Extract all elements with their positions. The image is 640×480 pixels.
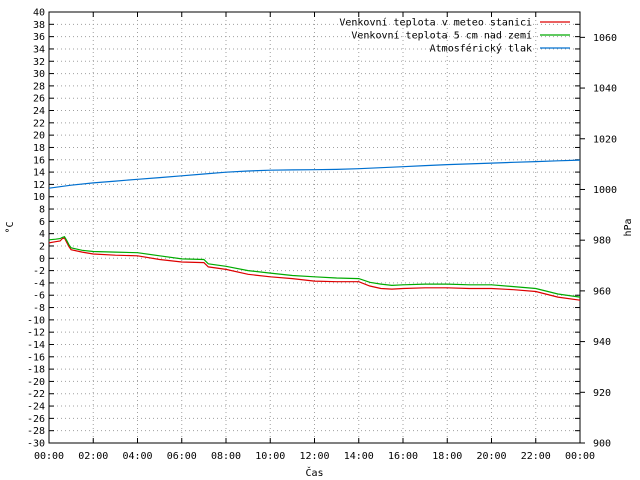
y-tick-label: -30 bbox=[27, 439, 45, 450]
x-tick-label: 00:00 bbox=[34, 451, 64, 462]
x-tick-label: 16:00 bbox=[388, 451, 418, 462]
y-tick-label: 22 bbox=[33, 118, 45, 129]
y-tick-label: -24 bbox=[27, 402, 45, 413]
y-tick-label: 10 bbox=[33, 192, 45, 203]
series-group bbox=[48, 159, 581, 301]
y-tick-label: 0 bbox=[39, 254, 45, 265]
y-tick-label: 28 bbox=[33, 81, 45, 92]
y2-tick-label: 980 bbox=[593, 236, 611, 247]
x-tick-label: 06:00 bbox=[167, 451, 197, 462]
y-tick-label: -22 bbox=[27, 389, 45, 400]
x-tick-label: 14:00 bbox=[344, 451, 374, 462]
y-tick-label: 32 bbox=[33, 57, 45, 68]
y-axis-ticks: 4038363432302826242220181614121086420-2-… bbox=[27, 8, 580, 450]
x-tick-label: 08:00 bbox=[211, 451, 241, 462]
y-tick-label: 8 bbox=[39, 205, 45, 216]
x-tick-label: 22:00 bbox=[521, 451, 551, 462]
y-tick-label: 30 bbox=[33, 69, 45, 80]
y-tick-label: -8 bbox=[33, 303, 45, 314]
grid bbox=[49, 12, 580, 443]
y-axis-title: °C bbox=[5, 221, 16, 233]
x-axis-title: Čas bbox=[305, 466, 323, 479]
y-tick-label: 4 bbox=[39, 229, 45, 240]
y2-tick-label: 900 bbox=[593, 439, 611, 450]
y-tick-label: -20 bbox=[27, 377, 45, 388]
x-tick-label: 18:00 bbox=[432, 451, 462, 462]
y-tick-label: 26 bbox=[33, 94, 45, 105]
y2-tick-label: 1040 bbox=[593, 84, 617, 95]
x-tick-label: 00:00 bbox=[565, 451, 595, 462]
y2-tick-label: 1060 bbox=[593, 33, 617, 44]
y-tick-label: 16 bbox=[33, 155, 45, 166]
y-tick-label: -6 bbox=[33, 291, 45, 302]
y-tick-label: -26 bbox=[27, 414, 45, 425]
x-tick-label: 12:00 bbox=[299, 451, 329, 462]
y2-tick-label: 960 bbox=[593, 286, 611, 297]
y-tick-label: 12 bbox=[33, 180, 45, 191]
series-line-3 bbox=[48, 159, 581, 189]
x-axis-ticks: 00:00 02:00 04:00 06:00 08:00 10:00 12:00 14:00… bbox=[34, 12, 595, 462]
y-tick-label: 40 bbox=[33, 8, 45, 19]
legend-label: Venkovní teplota v meteo stanici bbox=[339, 17, 532, 29]
y2-tick-label: 940 bbox=[593, 337, 611, 348]
x-tick-label: 04:00 bbox=[122, 451, 152, 462]
legend: Venkovní teplota v meteo staniciVenkovní… bbox=[339, 17, 570, 55]
y-tick-label: -4 bbox=[33, 278, 45, 289]
y-tick-label: 18 bbox=[33, 143, 45, 154]
y-tick-label: -16 bbox=[27, 352, 45, 363]
y-tick-label: -18 bbox=[27, 365, 45, 376]
y2-tick-label: 1020 bbox=[593, 134, 617, 145]
series-line-1 bbox=[48, 237, 581, 301]
series-line-2 bbox=[48, 235, 581, 298]
legend-label: Atmosférický tlak bbox=[430, 43, 532, 55]
y-tick-label: 24 bbox=[33, 106, 45, 117]
x-tick-label: 20:00 bbox=[476, 451, 506, 462]
legend-label: Venkovní teplota 5 cm nad zemí bbox=[351, 30, 532, 42]
y-tick-label: -14 bbox=[27, 340, 45, 351]
y-tick-label: 20 bbox=[33, 131, 45, 142]
y-tick-label: 34 bbox=[33, 44, 45, 55]
y-tick-label: 2 bbox=[39, 241, 45, 252]
y2-axis-ticks: 900 920 940 960 980 1000 1020 1040 1060 bbox=[580, 33, 617, 450]
y-tick-label: 38 bbox=[33, 20, 45, 31]
y-tick-label: -10 bbox=[27, 315, 45, 326]
y2-tick-label: 920 bbox=[593, 388, 611, 399]
y-tick-label: 6 bbox=[39, 217, 45, 228]
y-tick-label: -12 bbox=[27, 328, 45, 339]
y-tick-label: 14 bbox=[33, 168, 45, 179]
y2-tick-label: 1000 bbox=[593, 185, 617, 196]
y-tick-label: -2 bbox=[33, 266, 45, 277]
y-tick-label: -28 bbox=[27, 426, 45, 437]
x-tick-label: 10:00 bbox=[255, 451, 285, 462]
y-tick-label: 36 bbox=[33, 32, 45, 43]
y2-axis-title: hPa bbox=[623, 218, 634, 236]
x-tick-label: 02:00 bbox=[78, 451, 108, 462]
